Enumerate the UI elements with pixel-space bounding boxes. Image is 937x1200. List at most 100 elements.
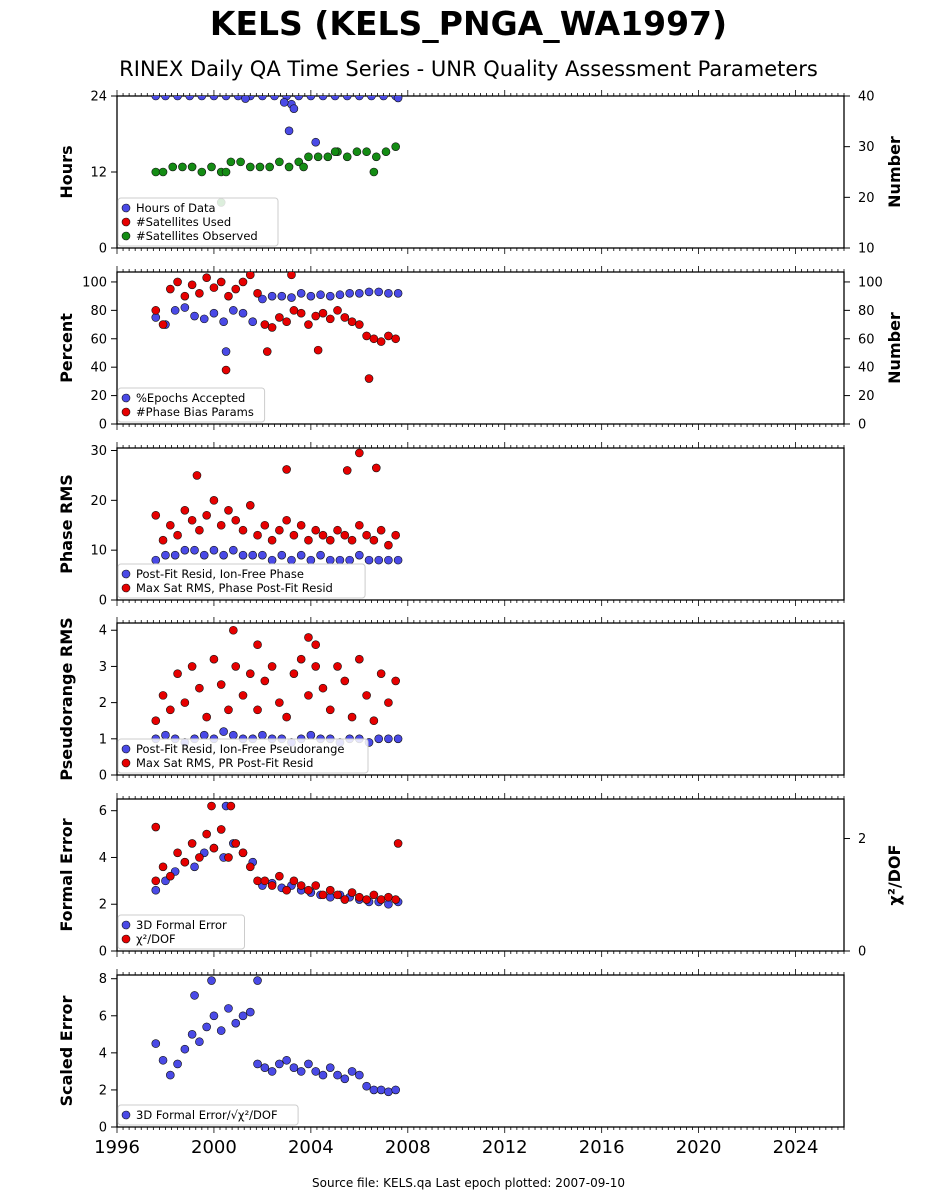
data-point [185,96,194,101]
data-point [173,96,182,101]
data-point [238,1011,248,1021]
data-point [173,277,182,287]
data-point [253,976,262,985]
data-point [311,525,321,535]
data-point [275,525,284,535]
data-point [195,1037,204,1047]
legend-marker [121,203,131,213]
y-axis-label: Pseudorange RMS [57,617,76,780]
data-point [296,520,306,530]
data-point [253,640,262,650]
data-point [267,323,277,332]
data-point [202,712,211,722]
data-point [277,550,287,560]
data-point [284,126,294,136]
data-point [262,347,272,356]
data-point [224,505,233,515]
data-point [197,167,207,177]
y-right-tick-label: 2 [858,832,866,847]
data-point [391,334,400,344]
x-tick-label: 2016 [579,1137,625,1158]
page-title: KELS (KELS_PNGA_WA1997) [209,4,728,43]
data-point [233,96,243,101]
data-point [304,535,313,545]
data-point [209,843,219,853]
data-points [151,272,403,383]
data-point [275,157,284,167]
data-point [190,991,199,1000]
data-point [267,535,277,545]
data-point [342,96,352,101]
y-axis-label: Percent [57,313,76,383]
data-point [180,545,190,555]
data-point [367,96,376,101]
data-point [224,291,233,301]
data-point [391,676,400,686]
data-point [180,303,190,312]
data-point [325,705,335,715]
data-point [296,881,306,890]
data-point [245,272,255,280]
data-point [282,1055,291,1065]
data-point [224,853,233,862]
x-tick-label: 2012 [482,1137,528,1158]
data-point [355,96,364,101]
data-point [287,555,296,565]
data-point [335,555,345,565]
data-points [151,976,400,1097]
data-point [364,555,374,565]
data-point [330,147,340,157]
data-point [238,277,248,287]
y-right-tick-label: 0 [858,945,866,960]
data-point [151,306,161,315]
data-point [384,555,393,565]
data-point [187,1030,197,1039]
data-point [393,96,403,103]
data-point [333,890,342,900]
data-point [355,550,364,560]
data-point [267,1067,277,1076]
data-point [178,162,187,172]
data-point [187,662,197,671]
data-point [296,550,306,560]
data-point [258,550,267,560]
data-point [226,157,236,167]
data-point [318,890,328,900]
data-point [362,895,371,904]
data-point [347,317,357,327]
data-point [231,1018,241,1028]
data-point [216,1026,226,1035]
data-point [282,515,291,525]
y-tick-label: 4 [99,851,107,866]
y-tick-label: 4 [99,624,107,639]
y-right-tick-label: 40 [858,90,875,105]
data-point [347,712,357,722]
data-point [311,311,321,321]
y-tick-label: 0 [99,945,107,960]
data-point [166,520,175,530]
data-point [325,535,335,545]
legend-marker [121,758,131,768]
data-point [304,1059,313,1069]
legend-marker [121,744,131,754]
data-point [248,317,258,327]
data-point [219,550,228,560]
data-point [202,273,211,282]
legend-label: #Satellites Used [136,215,231,229]
data-point [238,525,248,535]
x-tick-label: 2004 [288,1137,334,1158]
data-point [161,730,170,740]
data-point [306,730,316,740]
data-point [287,293,296,302]
y-tick-label: 3 [99,660,107,675]
data-point [362,147,371,157]
data-point [270,96,279,101]
data-point [180,698,190,707]
y-tick-label: 0 [99,242,107,257]
data-point [325,1063,335,1072]
data-point [151,885,161,895]
data-point [275,871,284,881]
data-point [161,96,170,101]
data-point [393,555,403,565]
